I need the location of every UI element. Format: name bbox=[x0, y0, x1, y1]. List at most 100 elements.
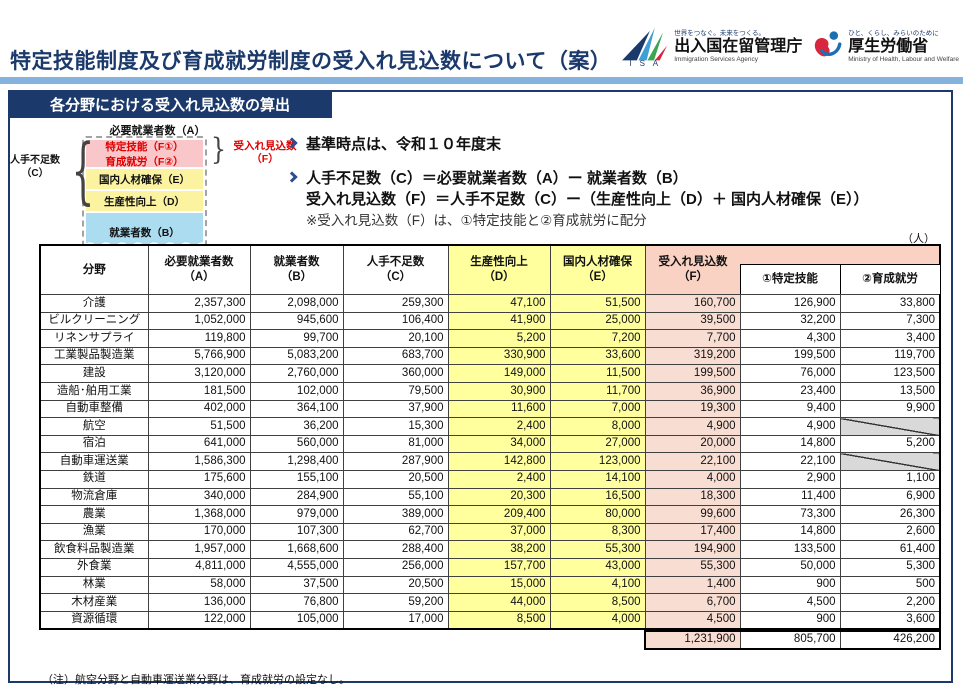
cell-a: 122,000 bbox=[147, 610, 251, 630]
cell-b: 5,083,200 bbox=[249, 346, 344, 366]
cell-f1: 32,200 bbox=[739, 311, 841, 331]
cell-f: 36,900 bbox=[644, 381, 741, 401]
col-header-f1: ①特定技能 bbox=[739, 264, 841, 294]
cell-c: 106,400 bbox=[342, 311, 449, 331]
cell-field: 資源循環 bbox=[39, 610, 149, 630]
cell-f1: 4,300 bbox=[739, 329, 841, 348]
bullet-item: 基準時点は、令和１０年度末 bbox=[286, 134, 948, 155]
cell-f2: 2,200 bbox=[839, 593, 941, 612]
diagram-label-a: 必要就業者数（A） bbox=[109, 125, 206, 137]
cell-field: 漁業 bbox=[39, 522, 149, 542]
col-header-d: 生産性向上 （D） bbox=[447, 244, 551, 295]
cell-c: 81,000 bbox=[342, 434, 449, 454]
cell-d: 142,800 bbox=[447, 452, 551, 471]
col-header-f-group: 受入れ見込数 （F） ①特定技能 ②育成就労 bbox=[644, 244, 941, 295]
cell-f2: 6,900 bbox=[839, 487, 941, 507]
unit-label: （人） bbox=[902, 233, 935, 245]
cell-c: 389,000 bbox=[342, 505, 449, 524]
cell-a: 119,800 bbox=[147, 329, 251, 348]
cell-f1: 14,800 bbox=[739, 434, 841, 454]
col-header-c: 人手不足数 （C） bbox=[342, 244, 449, 295]
col-header-f: 受入れ見込数 （F） bbox=[658, 256, 728, 283]
cell-c: 256,000 bbox=[342, 557, 449, 577]
cell-field: リネンサプライ bbox=[39, 329, 149, 348]
cell-f: 20,000 bbox=[644, 434, 741, 454]
cell-field: 飲食料品製造業 bbox=[39, 540, 149, 559]
bullet-text: 人手不足数（C）＝必要就業者数（A）ー 就業者数（B） 受入れ見込数（F）＝人手… bbox=[306, 168, 869, 231]
cell-d: 2,400 bbox=[447, 469, 551, 489]
cell-a: 1,957,000 bbox=[147, 540, 251, 559]
cell-f2: 5,200 bbox=[839, 434, 941, 454]
cell-f1: 9,400 bbox=[739, 399, 841, 419]
cell-c: 55,100 bbox=[342, 487, 449, 507]
bullet-text: 基準時点は、令和１０年度末 bbox=[306, 136, 502, 153]
cell-c: 683,700 bbox=[342, 346, 449, 366]
cell-f: 18,300 bbox=[644, 487, 741, 507]
cell-field: ビルクリーニング bbox=[39, 311, 149, 331]
cell-b: 102,000 bbox=[249, 381, 344, 401]
cell-e: 11,500 bbox=[549, 364, 646, 383]
cell-f: 4,500 bbox=[644, 610, 741, 630]
cell-d: 5,200 bbox=[447, 329, 551, 348]
cell-d: 20,300 bbox=[447, 487, 551, 507]
cell-e: 33,600 bbox=[549, 346, 646, 366]
cell-f2: 3,600 bbox=[839, 610, 941, 630]
cell-d: 41,900 bbox=[447, 311, 551, 331]
cell-a: 3,120,000 bbox=[147, 364, 251, 383]
cell-f1: 199,500 bbox=[739, 346, 841, 366]
cell-field: 木材産業 bbox=[39, 593, 149, 612]
table-row: 宿泊 641,000 560,000 81,000 34,000 27,000 20,000… bbox=[39, 434, 941, 454]
cell-f2: 2,600 bbox=[839, 522, 941, 542]
cell-f2-hatched bbox=[839, 417, 941, 436]
cell-e: 25,000 bbox=[549, 311, 646, 331]
cell-f1: 2,900 bbox=[739, 469, 841, 489]
table-row: 鉄道 175,600 155,100 20,500 2,400 14,100 4,000 2,… bbox=[39, 469, 941, 489]
table-row: 外食業 4,811,000 4,555,000 256,000 157,700 43,00… bbox=[39, 557, 941, 577]
right-brace: } bbox=[210, 132, 227, 167]
cell-f: 6,700 bbox=[644, 593, 741, 612]
col-header-f2: ②育成就労 bbox=[839, 264, 941, 294]
cell-a: 402,000 bbox=[147, 399, 251, 419]
cell-f1: 126,900 bbox=[739, 294, 841, 313]
cell-e: 7,000 bbox=[549, 399, 646, 419]
cell-b: 37,500 bbox=[249, 575, 344, 595]
cell-e: 8,000 bbox=[549, 417, 646, 436]
cell-f: 7,700 bbox=[644, 329, 741, 348]
cell-f1: 900 bbox=[739, 575, 841, 595]
cell-b: 364,100 bbox=[249, 399, 344, 419]
table-row: 建設 3,120,000 2,760,000 360,000 149,000 11,500… bbox=[39, 364, 941, 383]
bullet-item: 人手不足数（C）＝必要就業者数（A）ー 就業者数（B） 受入れ見込数（F）＝人手… bbox=[286, 168, 948, 231]
title-underline-bar bbox=[0, 77, 963, 84]
isa-name: 出入国在留管理庁 bbox=[674, 37, 803, 55]
cell-d: 330,900 bbox=[447, 346, 551, 366]
cell-f1: 133,500 bbox=[739, 540, 841, 559]
cell-f1: 76,000 bbox=[739, 364, 841, 383]
cell-f2: 26,300 bbox=[839, 505, 941, 524]
cell-a: 641,000 bbox=[147, 434, 251, 454]
cell-field: 外食業 bbox=[39, 557, 149, 577]
cell-f: 1,400 bbox=[644, 575, 741, 595]
isa-name-en: Immigration Services Agency bbox=[674, 56, 758, 64]
cell-e: 16,500 bbox=[549, 487, 646, 507]
cell-d: 47,100 bbox=[447, 294, 551, 313]
table-row: 工業製品製造業 5,766,900 5,083,200 683,700 330,900 3… bbox=[39, 346, 941, 366]
cell-f1: 22,100 bbox=[739, 452, 841, 471]
isa-abbr: I S A bbox=[629, 59, 662, 68]
cell-field: 介護 bbox=[39, 294, 149, 313]
cell-b: 76,800 bbox=[249, 593, 344, 612]
diagram-box-e: 国内人材確保（E） bbox=[86, 169, 203, 189]
left-brace: { bbox=[71, 128, 95, 212]
diagram-box-d: 生産性向上（D） bbox=[86, 191, 203, 211]
cell-d: 8,500 bbox=[447, 610, 551, 630]
cell-f: 22,100 bbox=[644, 452, 741, 471]
mhlw-name-en: Ministry of Health, Labour and Welfare bbox=[848, 56, 959, 64]
cell-a: 51,500 bbox=[147, 417, 251, 436]
cell-field: 航空 bbox=[39, 417, 149, 436]
cell-b: 107,300 bbox=[249, 522, 344, 542]
total-f2: 426,200 bbox=[839, 630, 941, 650]
table-row: 資源循環 122,000 105,000 17,000 8,500 4,000 4,500 9… bbox=[39, 610, 941, 630]
total-f1: 805,700 bbox=[739, 630, 841, 650]
cell-c: 37,900 bbox=[342, 399, 449, 419]
cell-b: 1,298,400 bbox=[249, 452, 344, 471]
cell-f2: 3,400 bbox=[839, 329, 941, 348]
